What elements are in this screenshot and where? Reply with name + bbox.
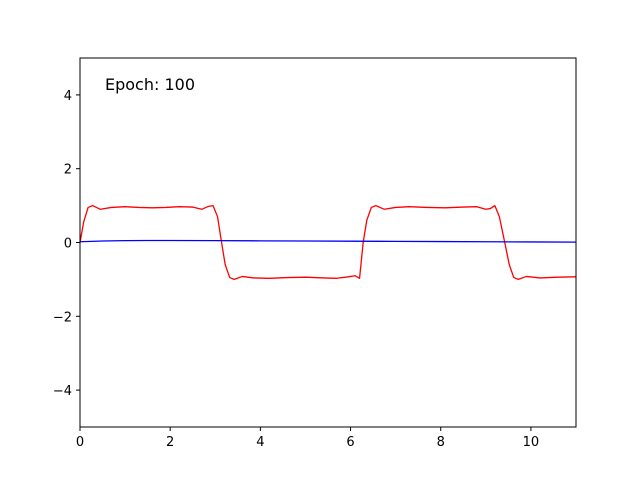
x-tick-label: 2 — [166, 435, 174, 450]
x-tick-label: 4 — [256, 435, 264, 450]
ticks-layer: 0 2 4 6 8 10 −4 −2 0 2 4 — [53, 89, 539, 450]
series-line-1 — [79, 204, 577, 281]
y-tick-label: −2 — [53, 310, 72, 325]
x-tick-label: 8 — [437, 435, 445, 450]
series-layer — [79, 204, 577, 281]
y-tick-label: 4 — [64, 89, 72, 104]
x-tick-label: 6 — [346, 435, 354, 450]
y-tick-label: 0 — [64, 237, 72, 252]
y-tick-label: 2 — [64, 163, 72, 178]
x-tick-label: 0 — [76, 435, 84, 450]
series-line-2 — [79, 239, 577, 243]
y-tick-label: −4 — [53, 384, 72, 399]
plot-frame — [79, 57, 577, 428]
plot-area — [80, 58, 576, 427]
x-tick-label: 10 — [523, 435, 540, 450]
epoch-annotation: Epoch: 100 — [105, 75, 195, 94]
